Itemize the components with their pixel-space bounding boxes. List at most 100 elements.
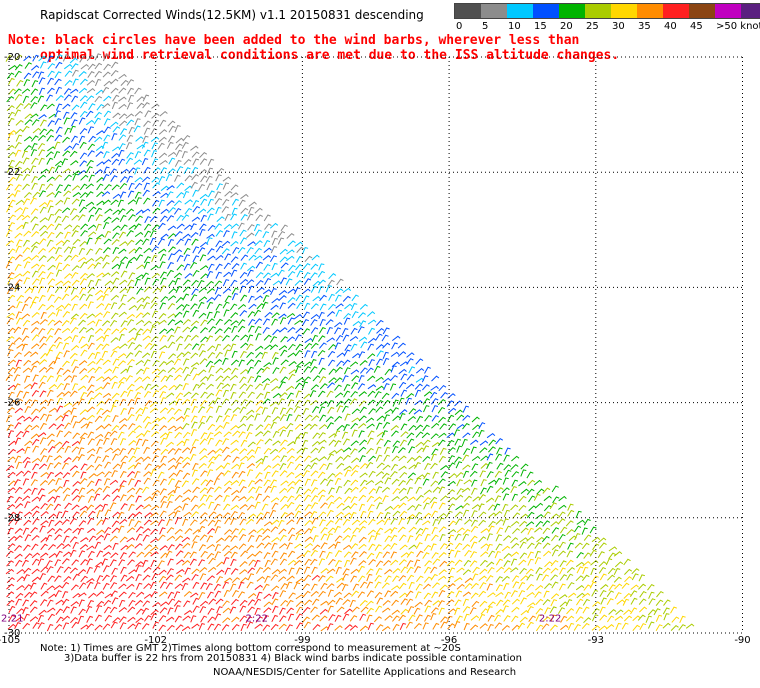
wind-barb	[191, 541, 198, 549]
wind-barb	[504, 591, 512, 599]
wind-barb	[303, 574, 312, 582]
wind-barb	[400, 373, 408, 381]
wind-barb	[232, 246, 240, 254]
wind-barb	[23, 192, 32, 199]
wind-barb	[30, 327, 39, 334]
wind-barb	[223, 462, 231, 470]
wind-barb	[39, 342, 47, 350]
wind-barb	[55, 262, 63, 270]
wind-barb	[78, 437, 86, 445]
wind-barb	[343, 479, 351, 487]
wind-barb	[503, 567, 512, 574]
wind-barb	[6, 415, 13, 423]
wind-barb	[231, 589, 239, 597]
wind-barb	[382, 351, 389, 359]
wind-barb	[125, 352, 134, 359]
wind-barb	[366, 573, 373, 582]
wind-barb	[151, 224, 160, 231]
wind-barb	[445, 510, 453, 518]
wind-barb	[240, 342, 249, 349]
wind-barb	[334, 550, 342, 558]
wind-barb	[350, 575, 357, 583]
wind-barb	[432, 519, 439, 527]
wind-barb	[216, 606, 223, 614]
wind-barb	[271, 237, 279, 246]
wind-barb	[207, 528, 216, 535]
wind-barb	[110, 405, 117, 413]
wind-barb	[78, 487, 86, 495]
wind-barb	[174, 615, 182, 623]
wind-barb	[112, 94, 120, 102]
wind-barb	[261, 503, 269, 511]
wind-barb	[215, 230, 224, 237]
wind-barb	[317, 279, 326, 286]
wind-barb	[622, 598, 630, 606]
wind-barb	[127, 190, 135, 198]
wind-barb	[287, 480, 296, 487]
wind-barb	[407, 472, 416, 479]
wind-barb	[31, 119, 40, 126]
wind-barb	[247, 376, 255, 384]
wind-barb	[215, 254, 224, 261]
wind-barb	[357, 423, 367, 429]
wind-barb	[71, 279, 80, 286]
wind-barb	[158, 222, 166, 230]
wind-barb	[61, 519, 70, 526]
wind-barb	[22, 367, 31, 373]
wind-barb	[79, 272, 88, 279]
wind-barb	[159, 581, 167, 589]
wind-barb	[160, 437, 167, 445]
wind-barb	[238, 479, 246, 487]
wind-barb	[134, 344, 143, 351]
wind-barb	[167, 447, 176, 454]
wind-barb	[399, 592, 408, 599]
wind-barb	[30, 365, 37, 373]
wind-barb	[320, 478, 328, 485]
wind-barb	[79, 409, 88, 415]
wind-barb	[8, 518, 16, 526]
wind-barb	[94, 351, 101, 360]
wind-barb	[143, 120, 151, 127]
wind-barb	[23, 350, 32, 357]
wind-barb	[583, 518, 591, 526]
wind-barb	[165, 392, 175, 398]
wind-barb	[543, 495, 552, 502]
wind-barb	[319, 550, 326, 558]
wind-barb	[104, 183, 112, 191]
wind-barb	[165, 550, 173, 558]
wind-barb	[94, 366, 102, 374]
wind-barb	[415, 583, 423, 591]
wind-barb	[104, 303, 112, 311]
wind-barb	[119, 470, 127, 478]
wind-barb	[207, 352, 216, 359]
wind-barb	[206, 301, 214, 310]
wind-barb	[438, 607, 445, 615]
wind-barb	[373, 616, 382, 623]
wind-barb	[342, 438, 350, 446]
wind-barb	[184, 334, 192, 342]
wind-barb	[23, 55, 32, 62]
wind-barb	[272, 357, 279, 365]
wind-barb	[432, 582, 440, 589]
wind-barb	[16, 576, 25, 583]
wind-barb	[254, 326, 262, 334]
wind-barb	[358, 520, 368, 526]
wind-barb	[310, 487, 319, 494]
wind-barb	[126, 239, 135, 246]
wind-barb	[317, 489, 326, 496]
legend-tick-label: 10	[508, 21, 521, 32]
wind-barb	[38, 149, 46, 157]
wind-barb	[216, 569, 225, 576]
wind-barb	[229, 606, 237, 614]
wind-barb	[271, 351, 279, 360]
wind-barb	[221, 446, 230, 454]
wind-barb	[551, 534, 559, 542]
wind-barb	[126, 230, 134, 237]
wind-barb	[519, 552, 528, 559]
wind-barb	[39, 399, 49, 405]
wind-barb	[160, 552, 169, 559]
wind-barb	[285, 278, 293, 286]
wind-barb	[398, 582, 407, 590]
wind-barb	[455, 461, 463, 469]
wind-barb	[286, 575, 295, 581]
